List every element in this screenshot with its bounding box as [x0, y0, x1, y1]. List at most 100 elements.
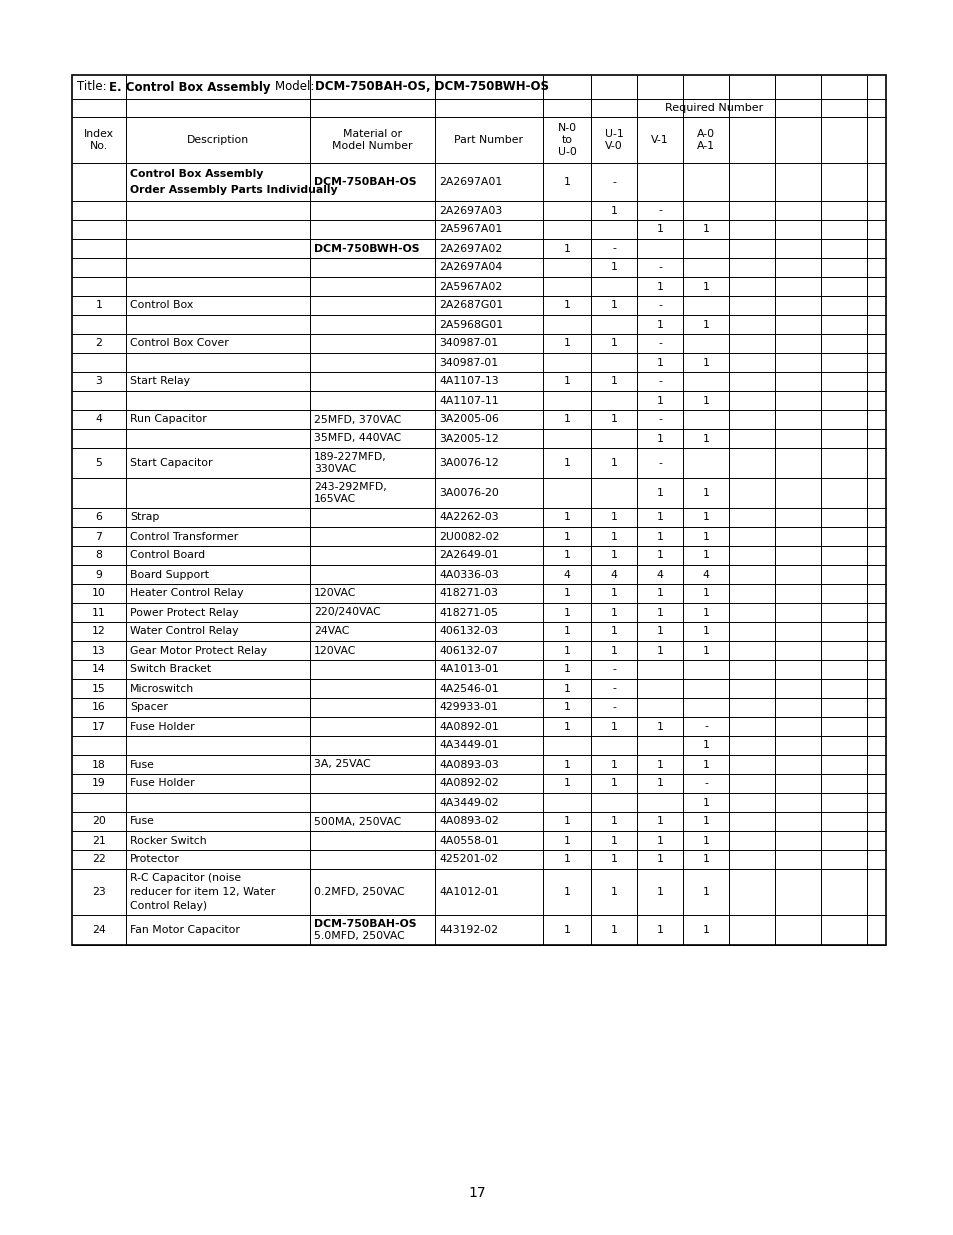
Text: 1: 1	[563, 589, 570, 599]
Text: 1: 1	[563, 177, 570, 186]
Text: Run Capacitor: Run Capacitor	[130, 415, 207, 425]
Text: U-1
V-0: U-1 V-0	[604, 128, 622, 151]
Text: 3A0076-12: 3A0076-12	[438, 458, 498, 468]
Text: 425201-02: 425201-02	[438, 855, 497, 864]
Text: -: -	[658, 300, 661, 310]
Text: -: -	[658, 205, 661, 215]
Text: A-0
A-1: A-0 A-1	[697, 128, 715, 151]
Text: 1: 1	[563, 415, 570, 425]
Text: 1: 1	[610, 377, 617, 387]
Text: -: -	[703, 721, 707, 731]
Text: Microswitch: Microswitch	[130, 683, 193, 694]
Text: Control Board: Control Board	[130, 551, 205, 561]
Text: 6: 6	[95, 513, 102, 522]
Text: 15: 15	[92, 683, 106, 694]
Text: Fuse: Fuse	[130, 760, 154, 769]
Text: 1: 1	[95, 300, 102, 310]
Text: 1: 1	[563, 377, 570, 387]
Text: 1: 1	[701, 760, 709, 769]
Text: 1: 1	[701, 855, 709, 864]
Text: Fuse: Fuse	[130, 816, 154, 826]
Text: 1: 1	[656, 778, 662, 788]
Text: 1: 1	[610, 646, 617, 656]
Text: Description: Description	[187, 135, 249, 144]
Text: 2A2697A04: 2A2697A04	[438, 263, 501, 273]
Text: -: -	[658, 338, 661, 348]
Text: -: -	[612, 703, 616, 713]
Text: 443192-02: 443192-02	[438, 925, 497, 935]
Text: 1: 1	[701, 395, 709, 405]
Text: 1: 1	[701, 816, 709, 826]
Text: Fuse Holder: Fuse Holder	[130, 778, 194, 788]
Text: 4A1107-11: 4A1107-11	[438, 395, 498, 405]
Text: 1: 1	[610, 338, 617, 348]
Text: 1: 1	[701, 608, 709, 618]
Text: DCM-750BAH-OS: DCM-750BAH-OS	[314, 177, 416, 186]
Text: 1: 1	[656, 225, 662, 235]
Text: 1: 1	[701, 646, 709, 656]
Text: 4A3449-01: 4A3449-01	[438, 741, 498, 751]
Text: 1: 1	[656, 433, 662, 443]
Text: 330VAC: 330VAC	[314, 464, 356, 474]
Text: 1: 1	[610, 626, 617, 636]
Text: 9: 9	[95, 569, 102, 579]
Text: 1: 1	[610, 760, 617, 769]
Text: 1: 1	[701, 741, 709, 751]
Text: 4A2546-01: 4A2546-01	[438, 683, 498, 694]
Text: 2A2649-01: 2A2649-01	[438, 551, 498, 561]
Text: 4A3449-02: 4A3449-02	[438, 798, 498, 808]
Text: 1: 1	[701, 798, 709, 808]
Text: 4: 4	[610, 569, 617, 579]
Text: 2U0082-02: 2U0082-02	[438, 531, 498, 541]
Text: 1: 1	[563, 703, 570, 713]
Text: 1: 1	[610, 551, 617, 561]
Text: -: -	[703, 778, 707, 788]
Text: Control Transformer: Control Transformer	[130, 531, 238, 541]
Text: 1: 1	[701, 320, 709, 330]
Text: 3A2005-12: 3A2005-12	[438, 433, 498, 443]
Text: 1: 1	[563, 626, 570, 636]
Text: 1: 1	[656, 513, 662, 522]
Text: Control Box Assembly: Control Box Assembly	[130, 169, 263, 179]
Text: 1: 1	[701, 513, 709, 522]
Text: 120VAC: 120VAC	[314, 589, 356, 599]
Text: Required Number: Required Number	[664, 103, 762, 112]
Text: R-C Capacitor (noise: R-C Capacitor (noise	[130, 873, 241, 883]
Text: 406132-07: 406132-07	[438, 646, 497, 656]
Text: 17: 17	[92, 721, 106, 731]
Text: 1: 1	[610, 300, 617, 310]
Text: Strap: Strap	[130, 513, 159, 522]
Text: 21: 21	[92, 836, 106, 846]
Text: -: -	[612, 177, 616, 186]
Text: 1: 1	[701, 357, 709, 368]
Text: Material or
Model Number: Material or Model Number	[332, 128, 413, 151]
Text: 7: 7	[95, 531, 102, 541]
Text: 1: 1	[610, 205, 617, 215]
Text: 24: 24	[92, 925, 106, 935]
Text: 11: 11	[92, 608, 106, 618]
Text: 1: 1	[610, 721, 617, 731]
Text: V-1: V-1	[651, 135, 668, 144]
Text: 1: 1	[610, 887, 617, 897]
Text: 1: 1	[656, 855, 662, 864]
Text: 4: 4	[656, 569, 662, 579]
Text: 1: 1	[610, 778, 617, 788]
Text: 1: 1	[563, 338, 570, 348]
Text: 12: 12	[92, 626, 106, 636]
Text: 5: 5	[95, 458, 102, 468]
Text: DCM-750BAH-OS, DCM-750BWH-OS: DCM-750BAH-OS, DCM-750BWH-OS	[314, 80, 548, 94]
Text: E. Control Box Assembly: E. Control Box Assembly	[109, 80, 271, 94]
Text: 1: 1	[563, 855, 570, 864]
Text: 2A5968G01: 2A5968G01	[438, 320, 502, 330]
Text: 3A2005-06: 3A2005-06	[438, 415, 498, 425]
Text: 1: 1	[656, 282, 662, 291]
Text: 24VAC: 24VAC	[314, 626, 349, 636]
Text: Spacer: Spacer	[130, 703, 168, 713]
Text: 1: 1	[563, 608, 570, 618]
Text: 189-227MFD,: 189-227MFD,	[314, 452, 386, 462]
Text: 19: 19	[92, 778, 106, 788]
Text: 1: 1	[656, 488, 662, 498]
Text: 2A2687G01: 2A2687G01	[438, 300, 502, 310]
Text: 243-292MFD,: 243-292MFD,	[314, 482, 386, 492]
Text: 4A0893-02: 4A0893-02	[438, 816, 498, 826]
